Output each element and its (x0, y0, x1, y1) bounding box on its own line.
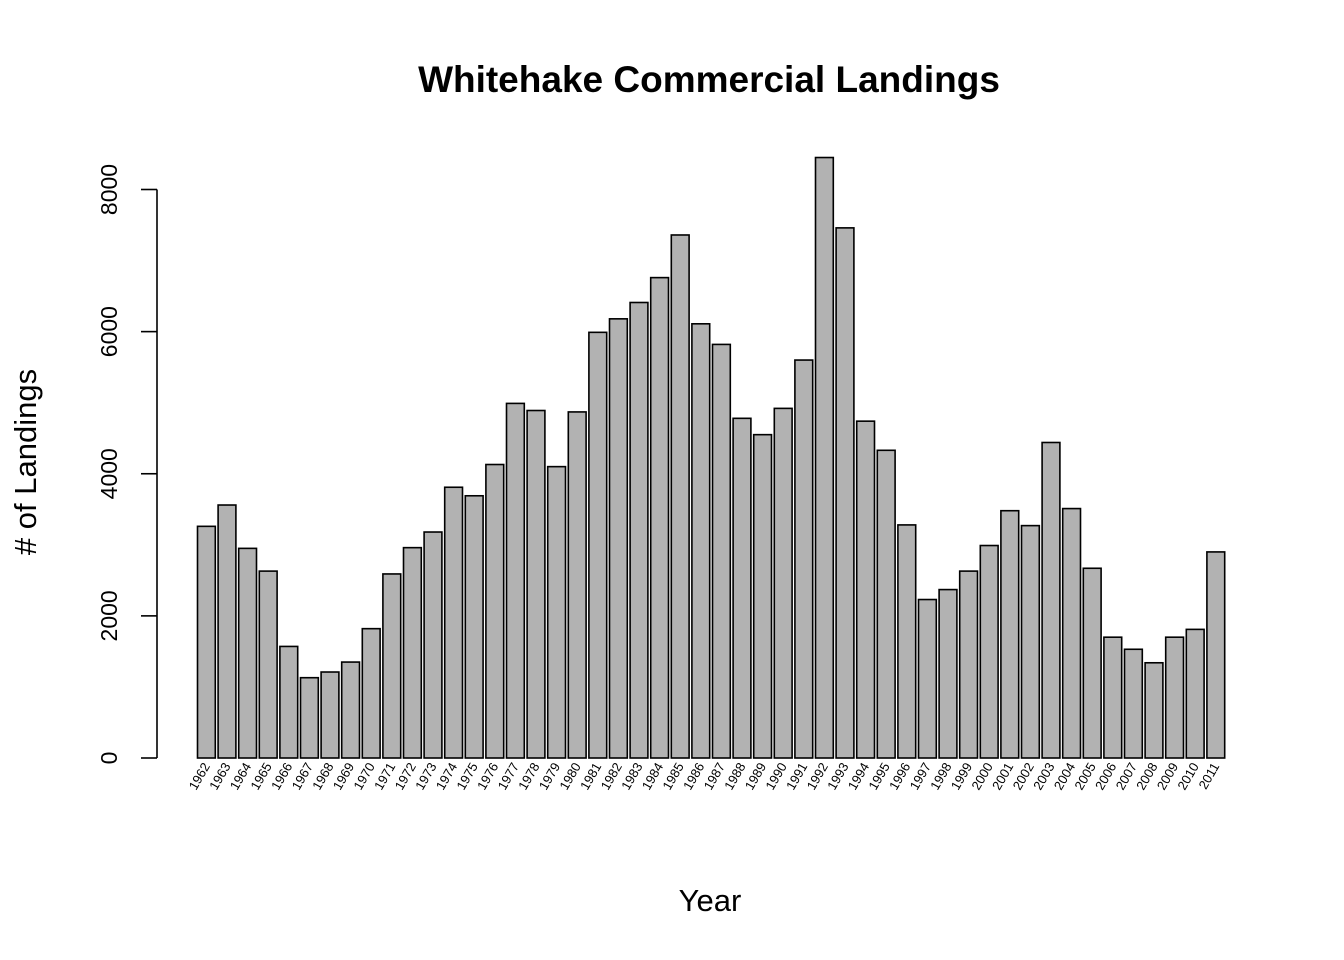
x-tick-label: 2011 (1195, 760, 1222, 792)
bar-2005 (1082, 567, 1102, 759)
bar-2009 (1164, 636, 1185, 759)
bar-1997 (917, 598, 938, 759)
bar-1991 (794, 359, 814, 759)
bar-1989 (752, 433, 773, 759)
bar-1988 (732, 417, 752, 759)
y-tick-label: 8000 (96, 164, 122, 215)
bar-1966 (279, 645, 299, 759)
chart-title: Whitehake Commercial Landings (418, 59, 1000, 100)
bar-1972 (402, 546, 423, 759)
bar-1993 (835, 227, 855, 759)
bar-1974 (443, 486, 464, 759)
x-tick-label: 2010 (1174, 760, 1201, 793)
bar-1984 (649, 276, 670, 759)
bar-1999 (958, 570, 979, 759)
bar-1985 (670, 234, 690, 759)
bar-1973 (423, 531, 443, 759)
bar-1964 (237, 547, 258, 759)
bar-1968 (320, 671, 340, 759)
bar-2001 (1000, 509, 1020, 759)
bar-1986 (691, 323, 711, 759)
bar-1990 (773, 407, 793, 759)
bar-1967 (299, 676, 320, 759)
bar-1979 (546, 465, 567, 759)
bar-2011 (1206, 551, 1226, 759)
bar-2007 (1123, 648, 1144, 759)
bar-2008 (1144, 661, 1164, 759)
y-axis: 0 2000 4000 6000 8000 (96, 164, 158, 765)
y-axis-label: # of Landings (8, 369, 43, 555)
bar-2003 (1041, 441, 1061, 759)
y-tick-label: 2000 (96, 590, 122, 641)
bar-1982 (608, 318, 629, 759)
bar-1996 (897, 524, 917, 759)
bar-1962 (196, 525, 217, 759)
bar-2000 (979, 544, 999, 759)
x-axis-label: Year (679, 883, 742, 918)
bar-1981 (588, 331, 608, 759)
y-tick-label: 0 (96, 752, 122, 765)
bar-2004 (1061, 507, 1082, 759)
bar-1977 (505, 402, 526, 759)
bar-1978 (526, 409, 546, 759)
bar-1975 (464, 494, 484, 759)
bar-2006 (1103, 636, 1123, 759)
bar-1971 (382, 573, 402, 759)
bar-1980 (567, 411, 587, 759)
bar-1994 (855, 420, 876, 759)
bar-2010 (1185, 628, 1205, 759)
bar-1965 (258, 570, 278, 759)
bar-1983 (629, 301, 649, 759)
bar-1970 (361, 627, 381, 759)
bar-1963 (217, 504, 237, 759)
bar-1992 (814, 156, 835, 759)
bar-1976 (485, 463, 505, 759)
x-tick-labels: 1962196319641965196619671968196919701971… (186, 760, 1223, 793)
bar-1987 (711, 343, 732, 759)
bar-2002 (1020, 524, 1041, 759)
bars-group (196, 156, 1226, 759)
bar-1995 (876, 449, 896, 759)
bar-1969 (340, 661, 361, 759)
y-tick-label: 4000 (96, 448, 122, 499)
y-tick-label: 6000 (96, 306, 122, 357)
bar-1998 (938, 588, 958, 759)
